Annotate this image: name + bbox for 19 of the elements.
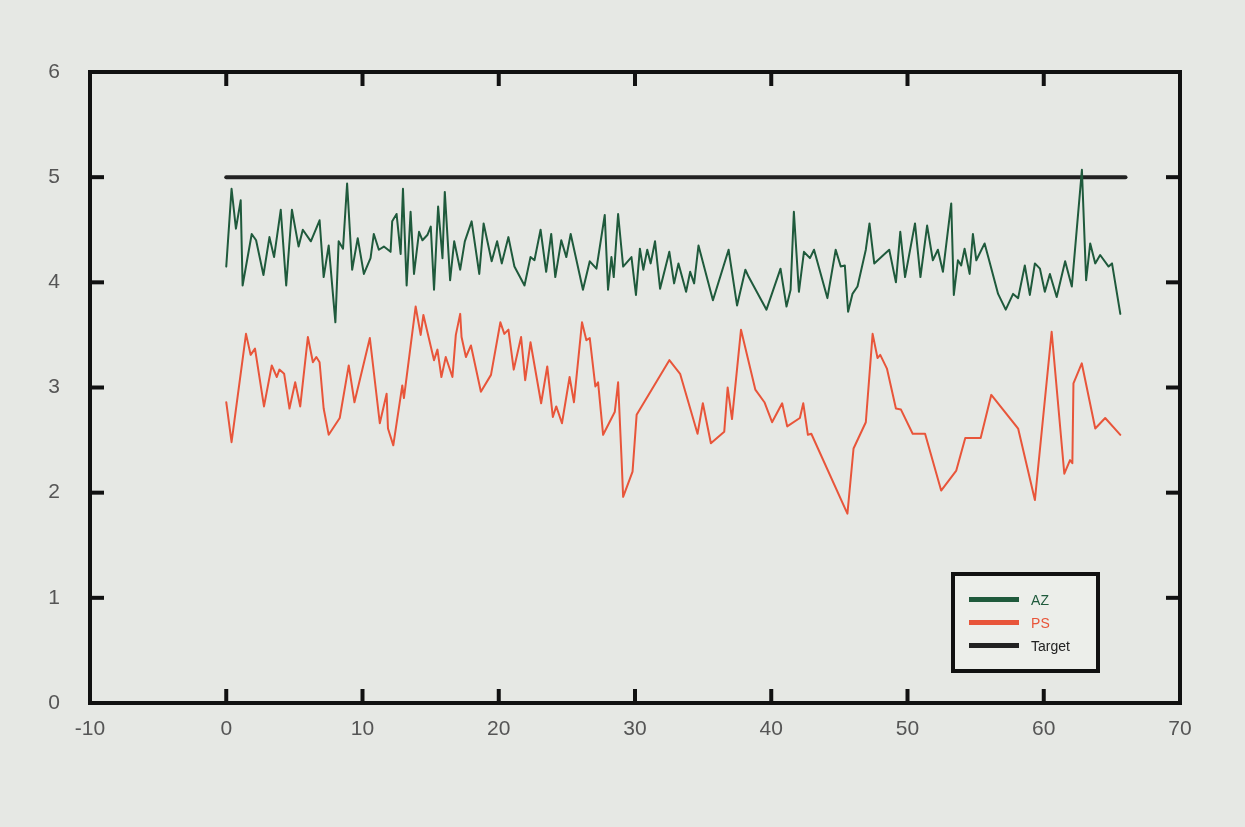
y-tick-label: 1 — [48, 584, 60, 608]
x-tick-label: 30 — [623, 716, 647, 740]
x-tick-label: 20 — [487, 716, 511, 740]
y-tick-label: 6 — [48, 58, 60, 82]
x-tick-label: 50 — [895, 716, 920, 740]
x-tick-label: 70 — [1168, 716, 1192, 740]
y-tick-label: 2 — [48, 479, 60, 503]
legend-label: PS — [1031, 614, 1050, 631]
y-tick-label: 4 — [48, 269, 61, 293]
y-tick-label: 3 — [48, 374, 60, 398]
y-tick-label: 0 — [48, 689, 60, 713]
x-tick-label: 60 — [1032, 716, 1056, 740]
x-tick-label: -10 — [74, 716, 106, 740]
legend-label: AZ — [1031, 591, 1049, 608]
x-tick-label: 40 — [759, 716, 783, 740]
x-tick-label: 10 — [350, 716, 375, 740]
x-tick-label: 0 — [220, 716, 233, 740]
legend-label: Target — [1031, 637, 1070, 654]
y-tick-label: 5 — [48, 163, 60, 187]
